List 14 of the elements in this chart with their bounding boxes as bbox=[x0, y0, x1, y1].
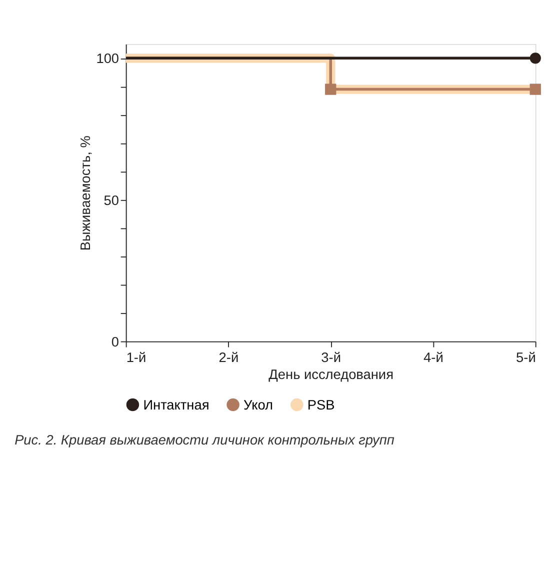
x-tick-label: 2-й bbox=[218, 350, 239, 365]
text: Рис. 2. Кривая выживаемости личинок контрольных групп bbox=[14, 432, 395, 448]
x-tick-label: 4-й bbox=[424, 350, 444, 365]
x-tick-label: 1-й bbox=[126, 350, 146, 365]
x-tick-label: 3-й bbox=[321, 350, 341, 365]
y-tick-label: 50 bbox=[104, 192, 120, 208]
legend-label: Интактная bbox=[143, 397, 210, 412]
x-tick-label: 5-й bbox=[516, 350, 536, 365]
y-axis-title: Выживаемость, % bbox=[78, 136, 93, 251]
x-axis-title: День исследования bbox=[268, 367, 394, 382]
y-tick-label: 0 bbox=[111, 334, 120, 350]
y-tick-label: 100 bbox=[96, 51, 120, 66]
legend-label: PSB bbox=[307, 397, 335, 412]
legend-label: Укол bbox=[244, 397, 274, 412]
